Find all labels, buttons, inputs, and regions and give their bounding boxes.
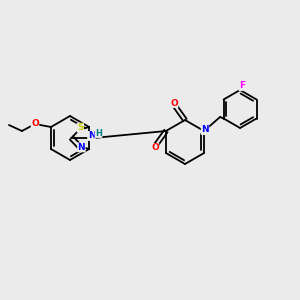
Text: S: S (77, 123, 84, 132)
Text: O: O (31, 118, 39, 127)
Text: F: F (239, 82, 245, 91)
Text: H: H (95, 128, 102, 137)
Text: O: O (170, 98, 178, 107)
Text: N: N (88, 131, 95, 140)
Text: O: O (151, 143, 159, 152)
Text: N: N (201, 125, 209, 134)
Text: N: N (78, 143, 85, 152)
